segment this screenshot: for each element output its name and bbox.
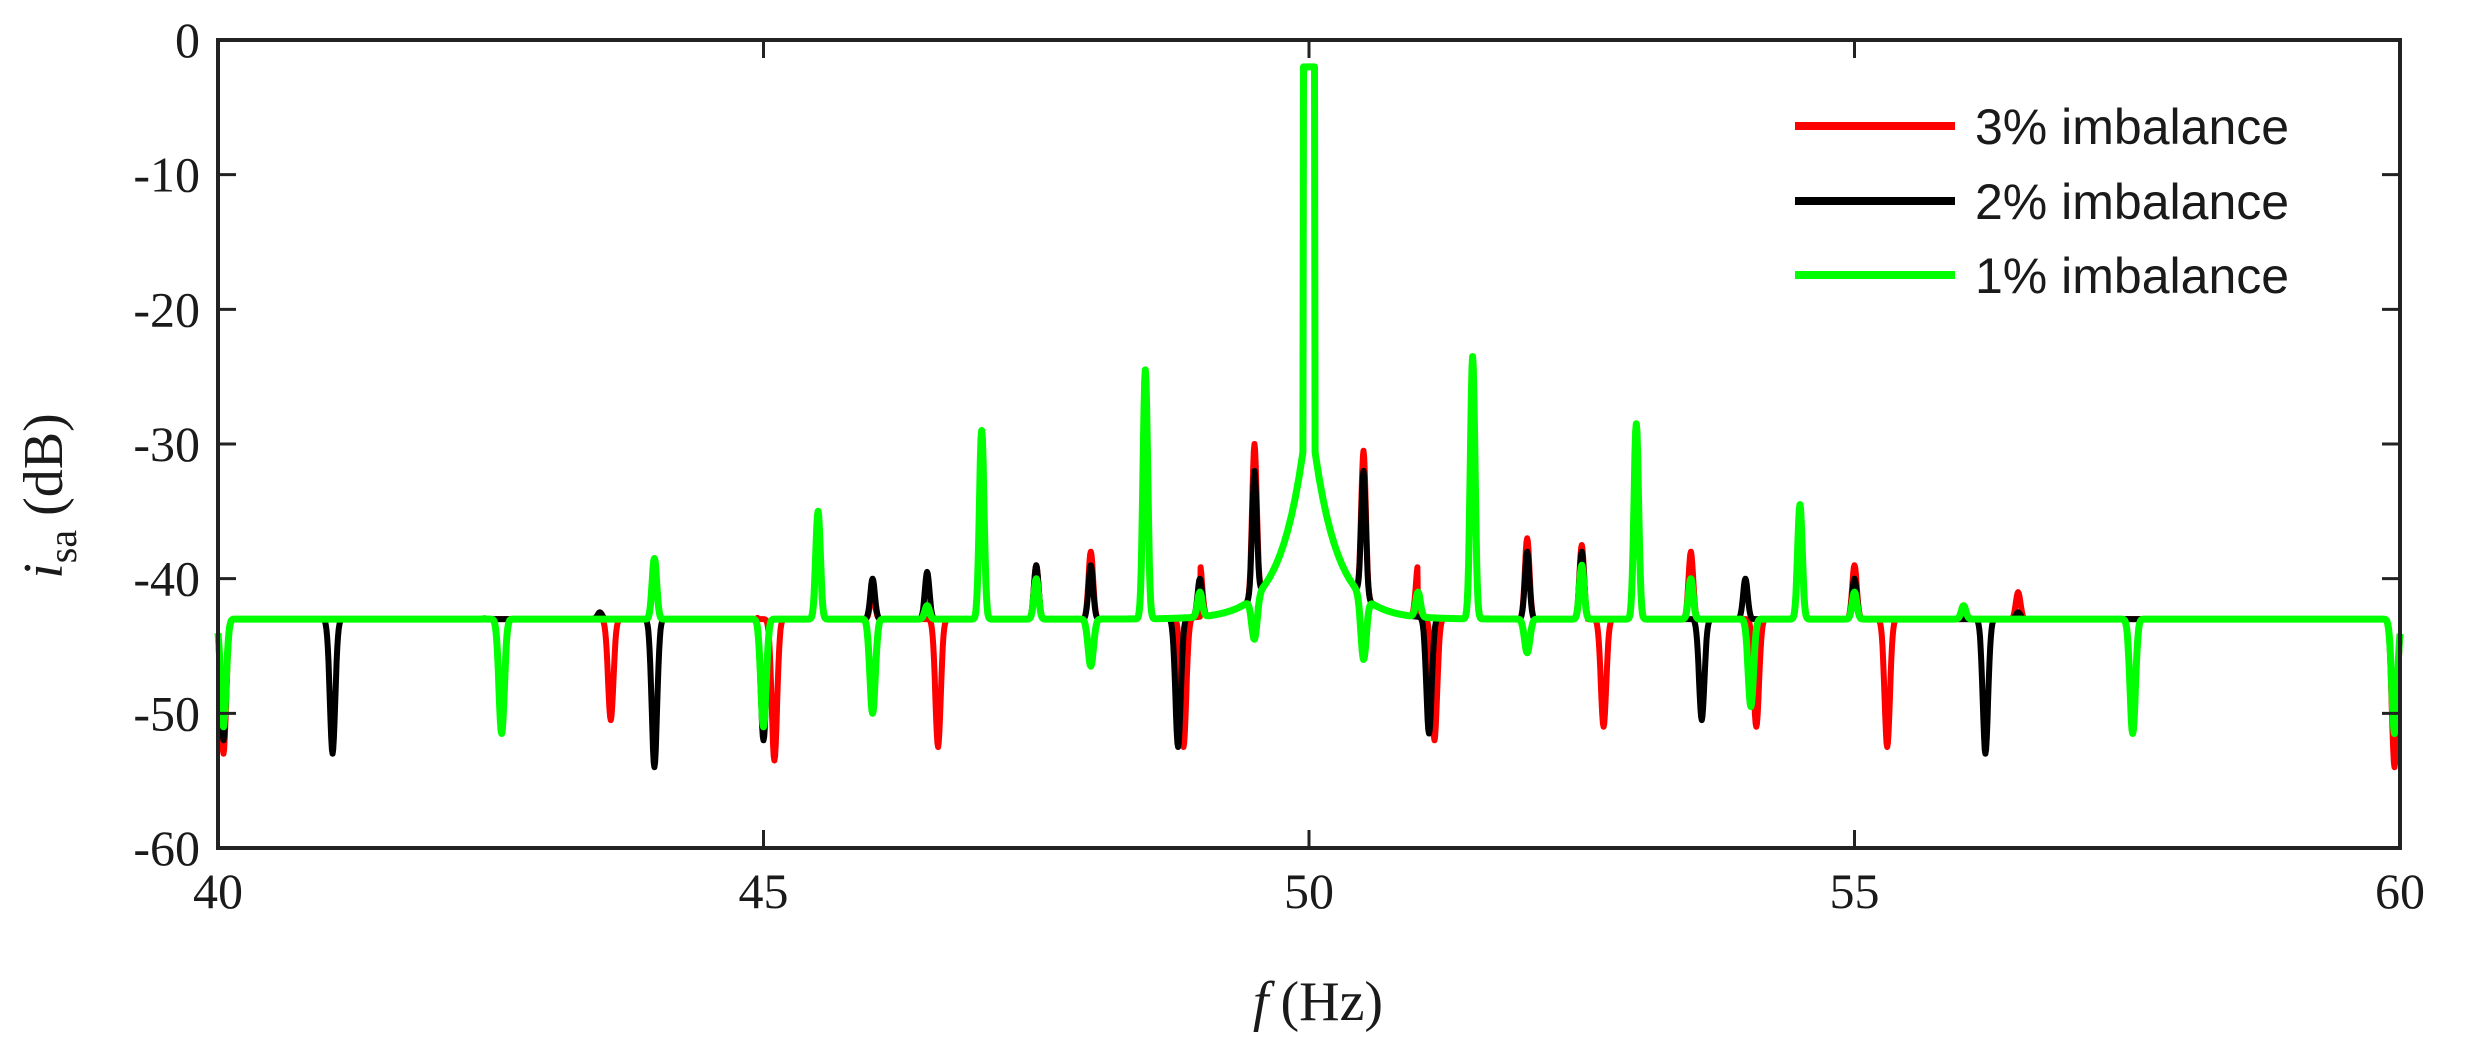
y-tick-label: -40 (133, 551, 200, 607)
plot-lines (214, 63, 2404, 771)
y-tick-label: 0 (175, 12, 200, 68)
legend-label-3pct: 3% imbalance (1975, 99, 2289, 155)
legend-label-2pct: 2% imbalance (1975, 174, 2289, 230)
series-line-3 (214, 63, 2404, 737)
x-tick-label: 55 (1830, 863, 1880, 919)
legend: 3% imbalance 2% imbalance 1% imbalance (1795, 99, 2289, 304)
plot-frame (216, 38, 2402, 850)
y-tick-label: -10 (133, 147, 200, 203)
x-tick-label: 50 (1284, 863, 1334, 919)
y-tick-label: -30 (133, 416, 200, 472)
y-tick-label: -50 (133, 685, 200, 741)
x-axis-title: f (Hz) (1253, 971, 1383, 1033)
axis-ticks: 40 45 50 55 60 0 -10 -20 -30 -40 -50 -60 (133, 12, 2425, 919)
legend-label-1pct: 1% imbalance (1975, 248, 2289, 304)
y-axis-title: isa(dB) (13, 413, 85, 579)
series-line-2 (215, 63, 2403, 771)
x-tick-label: 60 (2375, 863, 2425, 919)
x-tick-label: 40 (193, 863, 243, 919)
y-tick-label: -60 (133, 820, 200, 876)
series-line-1 (215, 63, 2403, 771)
x-tick-label: 45 (739, 863, 789, 919)
y-tick-label: -20 (133, 281, 200, 337)
